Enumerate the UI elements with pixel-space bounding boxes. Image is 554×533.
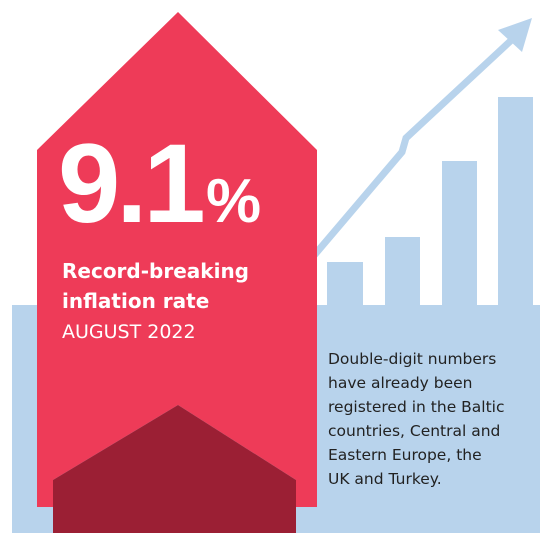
bar (498, 97, 533, 312)
ribbon-bottom (53, 405, 296, 533)
red-arrow (37, 12, 317, 507)
subtitle-line: inflation rate (62, 289, 209, 313)
arrow-head (498, 18, 532, 52)
description-line: Eastern Europe, the (328, 446, 482, 464)
description: Double-digit numbers have already been reg… (328, 350, 505, 488)
bar (442, 161, 477, 312)
headline-unit: % (206, 167, 261, 236)
description-line: Double-digit numbers (328, 350, 496, 368)
description-line: UK and Turkey. (328, 470, 442, 488)
bar (385, 237, 420, 312)
subtitle-line: Record-breaking (62, 259, 249, 283)
description-line: have already been (328, 374, 473, 392)
description-line: countries, Central and (328, 422, 500, 440)
trend-arrow (297, 31, 521, 275)
bar (327, 262, 363, 312)
description-line: registered in the Baltic (328, 398, 505, 416)
headline-number: 9.1 (58, 121, 203, 246)
date: AUGUST 2022 (62, 321, 196, 343)
